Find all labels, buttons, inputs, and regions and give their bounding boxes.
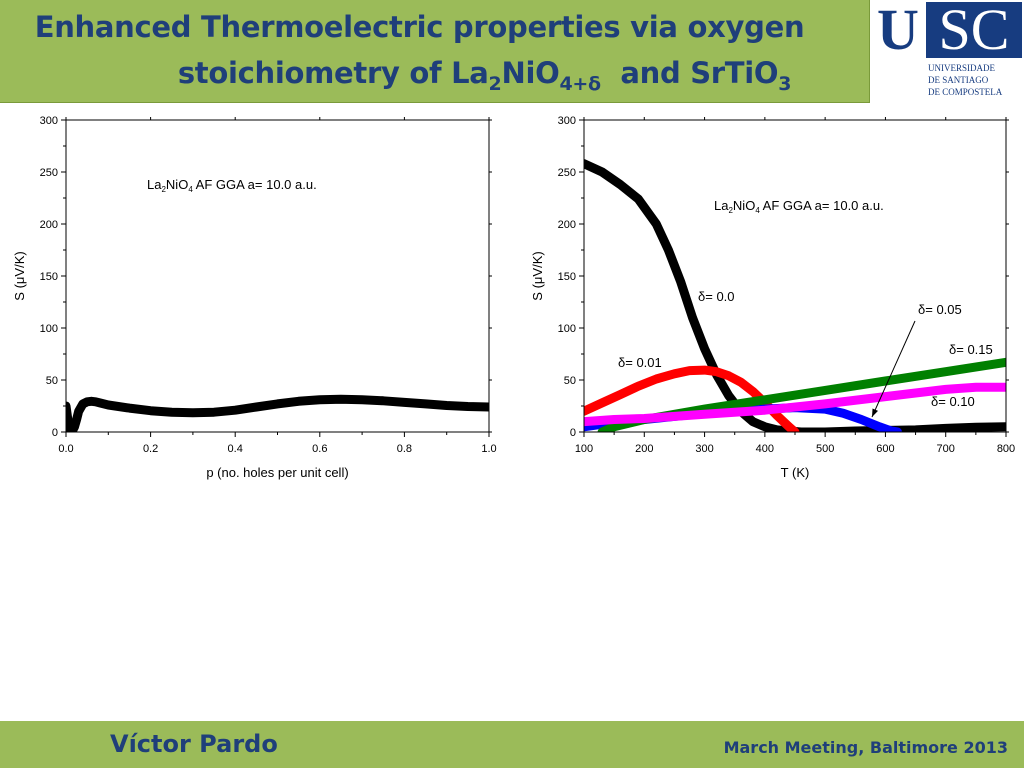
title-sub: 2 [488,73,502,95]
annotation-part: AF GGA a= 10.0 a.u. [760,198,884,213]
footer-bar: Víctor Pardo March Meeting, Baltimore 20… [0,721,1024,768]
series-label-0: δ= 0.0 [698,289,735,304]
y-tick-label: 250 [40,167,58,179]
y-tick-label: 50 [564,375,576,387]
x-tick-label: 0.6 [312,443,327,455]
annotation-sub: 4 [755,206,760,215]
series-line-4 [584,382,1006,427]
x-tick-label: 400 [756,443,774,455]
x-tick-label: 0.0 [58,443,73,455]
usc-logo-sc: SC [926,1,1022,59]
series-label-3: δ= 0.15 [949,342,993,357]
y-tick-label: 250 [558,167,576,179]
annotation-part: La [147,177,162,192]
series-label-1: δ= 0.01 [618,355,662,370]
title-part: NiO [501,56,560,90]
x-tick-label: 1.0 [481,443,496,455]
x-tick-label: 0.4 [228,443,243,455]
annotation-sub: 4 [188,185,193,194]
x-tick-label: 0.8 [397,443,412,455]
y-axis-label: S (μV/K) [12,251,27,300]
usc-logo: U SC UNIVERSIDADE DE SANTIAGO DE COMPOST… [870,0,1024,102]
title-part: stoichiometry of La [177,56,489,90]
usc-logo-u: U [877,0,919,62]
x-axis-label: p (no. holes per unit cell) [206,465,348,480]
chart-annotation: La2NiO4 AF GGA a= 10.0 a.u. [147,177,317,194]
series-group [584,159,1006,432]
annotation-sub: 2 [161,185,166,194]
x-tick-label: 200 [635,443,653,455]
x-tick-label: 0.2 [143,443,158,455]
x-tick-label: 100 [575,443,593,455]
annotation-arrow-head [872,408,879,417]
y-tick-label: 100 [558,323,576,335]
usc-logo-line2: DE SANTIAGO [928,75,989,85]
title-part: and SrTiO [600,56,779,90]
footer-author: Víctor Pardo [110,730,278,758]
y-tick-label: 150 [40,271,58,283]
y-tick-label: 300 [40,115,58,127]
y-tick-label: 200 [40,219,58,231]
series-line-3 [597,357,1006,432]
x-tick-label: 800 [997,443,1015,455]
y-tick-label: 0 [570,427,576,439]
usc-logo-line1: UNIVERSIDADE [928,63,995,73]
annotation-part: AF GGA a= 10.0 a.u. [193,177,317,192]
title-sub: 3 [778,73,792,95]
x-tick-label: 500 [816,443,834,455]
x-tick-label: 700 [937,443,955,455]
annotation-part: NiO [733,198,755,213]
slide-title-line1: Enhanced Thermoelectric properties via o… [34,10,805,44]
y-tick-label: 300 [558,115,576,127]
usc-logo-line3: DE COMPOSTELA [928,87,1003,97]
x-tick-label: 300 [695,443,713,455]
y-tick-label: 200 [558,219,576,231]
slide-title-line2: stoichiometry of La2NiO4+δ and SrTiO3 [0,50,869,96]
series-group [66,394,489,432]
y-tick-label: 150 [558,271,576,283]
y-axis-label: S (μV/K) [530,251,545,300]
chart-annotation: La2NiO4 AF GGA a= 10.0 a.u. [714,198,884,215]
chart-seebeck-vs-holes: 0 50 100 150 200 250 300 0.0 0.2 0.4 0.6 0.8 1.0 p (n… [12,115,497,480]
annotation-arrow-line [871,320,916,418]
y-tick-label: 0 [52,427,58,439]
x-tick-label: 600 [876,443,894,455]
y-tick-label: 100 [40,323,58,335]
title-sub: 4+δ [559,73,601,95]
footer-event: March Meeting, Baltimore 2013 [723,738,1008,757]
annotation-part: NiO [166,177,188,192]
slide-title: Enhanced Thermoelectric properties via o… [0,4,869,96]
annotation-part: La [714,198,729,213]
title-bar: Enhanced Thermoelectric properties via o… [0,0,870,103]
series-label-2: δ= 0.05 [918,302,962,317]
plot-frame [65,119,490,433]
x-axis-label: T (K) [781,465,810,480]
y-tick-label: 50 [46,375,58,387]
series-line-0 [66,394,489,432]
usc-logo-letters: U SC [870,0,1024,62]
annotation-sub: 2 [728,206,733,215]
chart-seebeck-vs-temperature: 0 50 100 150 200 250 300 100 200 300 400 500 600 700 8… [530,115,1015,480]
series-label-4: δ= 0.10 [931,394,975,409]
usc-logo-subtitle: UNIVERSIDADE DE SANTIAGO DE COMPOSTELA [928,62,1024,98]
